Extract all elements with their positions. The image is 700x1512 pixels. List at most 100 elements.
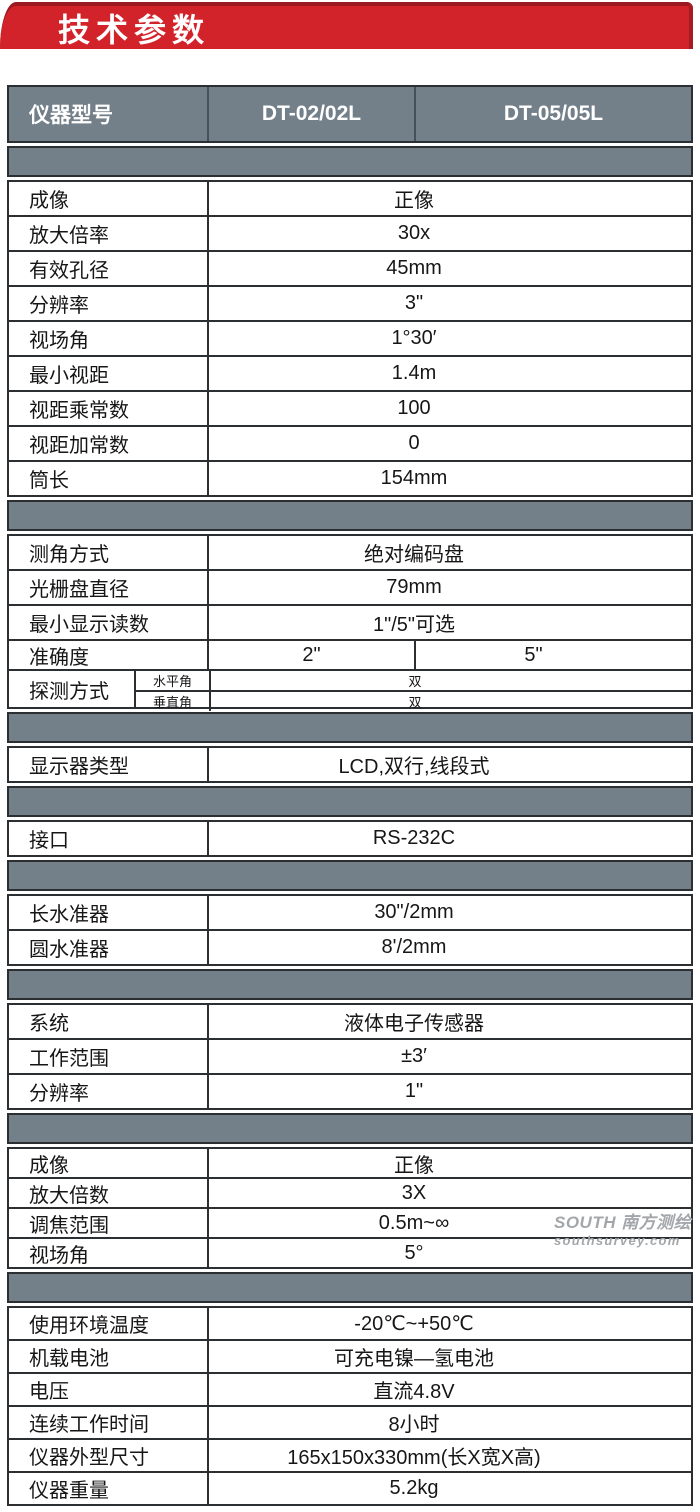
spec-value: 30x xyxy=(397,222,431,244)
spec-row: 视距加常数 0 xyxy=(9,425,691,460)
spec-row: 圆水准器 8'/2mm xyxy=(9,929,691,964)
spec-value: 100 xyxy=(397,397,431,419)
spec-value: -20℃~+50℃ xyxy=(354,1313,474,1335)
section-separator xyxy=(7,1113,693,1144)
spec-label: 调焦范围 xyxy=(9,1209,209,1237)
spec-value: 3" xyxy=(404,292,424,314)
spec-value: 8小时 xyxy=(388,1414,440,1436)
spec-value: 直流4.8V xyxy=(373,1381,455,1403)
spec-label: 圆水准器 xyxy=(9,931,209,964)
spec-row: 成像 正像 xyxy=(9,1149,691,1177)
spec-row: 视场角 1°30′ xyxy=(9,320,691,355)
spec-row: 视距乘常数 100 xyxy=(9,390,691,425)
spec-subrow: 水平角 双 xyxy=(136,671,691,690)
spec-label: 显示器类型 xyxy=(9,748,209,781)
col-header-model-dt05: DT-05/05L xyxy=(503,102,604,125)
spec-label: 筒长 xyxy=(9,462,209,495)
spec-label: 视场角 xyxy=(9,322,209,355)
spec-label: 成像 xyxy=(9,182,209,215)
spec-subrow: 垂直角 双 xyxy=(136,690,691,711)
spec-section: 测角方式 绝对编码盘 光栅盘直径 79mm 最小显示读数 1"/5"可选 准确度 2" 5" 探测… xyxy=(7,534,693,711)
section-separator xyxy=(7,786,693,817)
spec-value: 30"/2mm xyxy=(374,901,454,923)
spec-section: 使用环境温度 -20℃~+50℃ 机载电池 可充电镍—氢电池 电压 直流4.8V 连续工作时… xyxy=(7,1306,693,1506)
spec-row: 成像 正像 xyxy=(9,182,691,215)
spec-subvalue: 双 xyxy=(408,674,422,689)
spec-value: 165x150x330mm(长X宽X高) xyxy=(287,1447,541,1469)
section-separator xyxy=(7,500,693,531)
spec-row: 机载电池 可充电镍—氢电池 xyxy=(9,1339,691,1372)
spec-row: 工作范围 ±3′ xyxy=(9,1038,691,1073)
section-separator xyxy=(7,969,693,1000)
spec-label: 放大倍数 xyxy=(9,1179,209,1207)
spec-value: 45mm xyxy=(386,257,442,279)
spec-value: 5° xyxy=(404,1241,424,1264)
spec-label: 准确度 xyxy=(9,641,209,669)
spec-label: 最小显示读数 xyxy=(9,606,209,639)
spec-sublabel: 垂直角 xyxy=(136,692,211,711)
section-separator xyxy=(7,1272,693,1303)
spec-label: 最小视距 xyxy=(9,357,209,390)
spec-row: 显示器类型 LCD,双行,线段式 xyxy=(9,748,691,781)
spec-row: 接口 RS-232C xyxy=(9,822,691,855)
spec-value: 1"/5"可选 xyxy=(372,614,455,636)
spec-label: 仪器外型尺寸 xyxy=(9,1440,209,1471)
spec-label: 测角方式 xyxy=(9,536,209,569)
spec-value: 可充电镍—氢电池 xyxy=(334,1348,494,1370)
spec-value: 1.4m xyxy=(391,362,437,384)
spec-value: 0 xyxy=(408,432,420,454)
spec-section: 系统 液体电子传感器工作范围 ±3′ 分辨率 1" xyxy=(7,1003,693,1110)
spec-section: 显示器类型 LCD,双行,线段式 xyxy=(7,746,693,783)
spec-row: 仪器外型尺寸 165x150x330mm(长X宽X高) xyxy=(9,1438,691,1471)
spec-label: 连续工作时间 xyxy=(9,1407,209,1438)
spec-label: 使用环境温度 xyxy=(9,1308,209,1339)
spec-value: 正像 xyxy=(394,1154,434,1177)
spec-label: 工作范围 xyxy=(9,1040,209,1073)
spec-value: 5.2kg xyxy=(389,1477,439,1499)
spec-label: 分辨率 xyxy=(9,287,209,320)
section-separator xyxy=(7,712,693,743)
page-title: 技术参数 xyxy=(58,11,211,48)
spec-row: 放大倍数 3X xyxy=(9,1177,691,1207)
spec-value: 正像 xyxy=(394,190,434,212)
spec-value: LCD,双行,线段式 xyxy=(338,756,490,778)
spec-value: 绝对编码盘 xyxy=(364,544,464,566)
spec-row: 分辨率 3" xyxy=(9,285,691,320)
website-url: southsurvey.com xyxy=(554,1233,681,1249)
spec-row: 准确度 2" 5" xyxy=(9,639,691,669)
spec-section: 成像 正像 放大倍率 30x 有效孔径 45mm 分辨率 3" 视场角 1°30′ 最小视距 1.4m… xyxy=(7,180,693,497)
col-header-model-dt02: DT-02/02L xyxy=(209,87,416,141)
spec-label: 视场角 xyxy=(9,1239,209,1267)
spec-label: 视距乘常数 xyxy=(9,392,209,425)
spec-table: 仪器型号 DT-02/02L DT-05/05L 成像 正像 放大倍率 30x 有效孔径… xyxy=(7,85,693,1506)
spec-row: 连续工作时间 8小时 xyxy=(9,1405,691,1438)
spec-label: 光栅盘直径 xyxy=(9,571,209,604)
spec-label: 系统 xyxy=(9,1005,209,1038)
spec-label: 分辨率 xyxy=(9,1075,209,1108)
spec-row: 最小视距 1.4m xyxy=(9,355,691,390)
spec-label: 探测方式 xyxy=(9,671,136,707)
spec-row: 筒长 154mm xyxy=(9,460,691,495)
section-separator xyxy=(7,860,693,891)
spec-label: 视距加常数 xyxy=(9,427,209,460)
spec-value: 1°30′ xyxy=(391,327,437,349)
spec-row: 调焦范围 0.5m~∞ xyxy=(9,1207,691,1237)
section-title-banner: 技术参数 xyxy=(0,2,693,49)
spec-label: 有效孔径 xyxy=(9,252,209,285)
spec-row: 长水准器 30"/2mm xyxy=(9,896,691,929)
spec-row: 电压 直流4.8V xyxy=(9,1372,691,1405)
table-body: 成像 正像 放大倍率 30x 有效孔径 45mm 分辨率 3" 视场角 1°30′ 最小视距 1.4m… xyxy=(7,146,693,1506)
spec-value-dt02: 2" xyxy=(209,641,416,669)
spec-row: 分辨率 1" xyxy=(9,1073,691,1108)
spec-section: 接口 RS-232C xyxy=(7,820,693,857)
spec-row: 探测方式 水平角双垂直角双 xyxy=(9,669,691,711)
spec-label: 电压 xyxy=(9,1374,209,1405)
spec-label: 机载电池 xyxy=(9,1341,209,1372)
col-header-model-label: 仪器型号 xyxy=(9,87,209,141)
spec-label: 长水准器 xyxy=(9,896,209,929)
spec-value: 液体电子传感器 xyxy=(344,1013,484,1035)
spec-value-dt05: 5" xyxy=(524,643,543,666)
spec-row: 使用环境温度 -20℃~+50℃ xyxy=(9,1308,691,1339)
spec-row: 最小显示读数 1"/5"可选 xyxy=(9,604,691,639)
spec-row: 视场角 5° xyxy=(9,1237,691,1267)
